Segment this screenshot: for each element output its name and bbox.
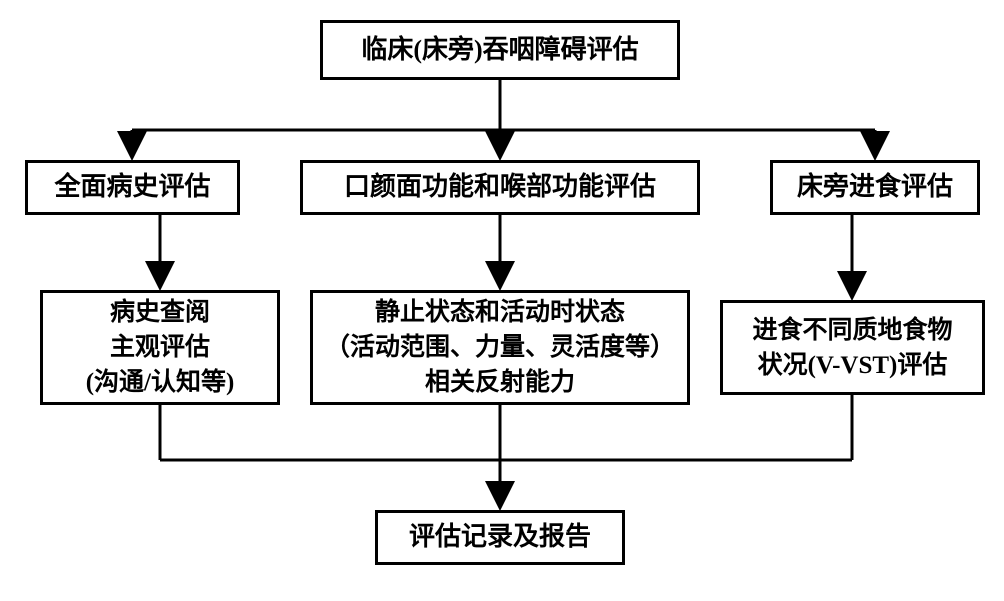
node-level3-right-label: 进食不同质地食物 状况(V-VST)评估	[752, 313, 952, 383]
node-level3-left-label: 病史查阅 主观评估 (沟通/认知等)	[86, 295, 235, 400]
node-level3-mid: 静止状态和活动时状态 （活动范围、力量、灵活度等） 相关反射能力	[310, 290, 690, 405]
node-level3-right: 进食不同质地食物 状况(V-VST)评估	[720, 300, 985, 395]
node-final: 评估记录及报告	[375, 510, 625, 565]
node-level2-left: 全面病史评估	[25, 160, 240, 215]
node-level2-left-label: 全面病史评估	[54, 169, 210, 205]
node-level3-mid-label: 静止状态和活动时状态 （活动范围、力量、灵活度等） 相关反射能力	[325, 295, 675, 400]
node-level2-mid: 口颜面功能和喉部功能评估	[300, 160, 700, 215]
node-level2-right: 床旁进食评估	[770, 160, 980, 215]
node-root: 临床(床旁)吞咽障碍评估	[320, 20, 680, 80]
node-level2-right-label: 床旁进食评估	[797, 169, 953, 205]
node-level3-left: 病史查阅 主观评估 (沟通/认知等)	[40, 290, 280, 405]
node-level2-mid-label: 口颜面功能和喉部功能评估	[344, 169, 656, 205]
node-final-label: 评估记录及报告	[409, 519, 591, 555]
node-root-label: 临床(床旁)吞咽障碍评估	[361, 32, 638, 68]
